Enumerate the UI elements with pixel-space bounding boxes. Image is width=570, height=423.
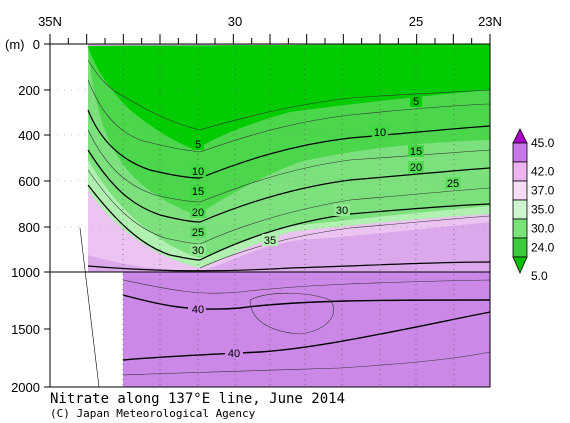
contour-label: 25 xyxy=(192,227,204,239)
contour-label: 30 xyxy=(192,245,204,257)
contour-label: 10 xyxy=(374,127,386,139)
colorbar-swatch xyxy=(512,237,528,258)
colorbar-swatch xyxy=(512,142,528,163)
credit-text: (C) Japan Meteorological Agency xyxy=(50,407,256,420)
y-tick-label: 200 xyxy=(18,83,40,98)
colorbar-label: 24.0 xyxy=(531,241,555,255)
x-tick-label: 23N xyxy=(478,14,502,29)
contour-lines xyxy=(79,59,491,388)
left-tick-marks xyxy=(44,43,50,388)
contour-label: 25 xyxy=(447,178,459,190)
colorbar-swatch xyxy=(512,180,528,201)
contour-labels: 5 10 15 20 25 30 5 10 15 20 25 30 35 40 … xyxy=(188,95,461,360)
colorbar: 45.0 42.0 37.0 35.0 30.0 24.0 5.0 xyxy=(512,128,555,283)
contour-label: 10 xyxy=(192,166,204,178)
top-tick-marks xyxy=(49,34,491,44)
upper-white-region xyxy=(50,44,88,272)
colorbar-label: 37.0 xyxy=(531,184,555,198)
contour-label: 35 xyxy=(264,235,276,247)
y-tick-label: 400 xyxy=(18,128,40,143)
colorbar-swatch xyxy=(512,199,528,220)
y-tick-label: 2000 xyxy=(11,380,40,395)
y-tick-label: 1500 xyxy=(11,322,40,337)
contour-label: 40 xyxy=(192,304,204,316)
contour-label: 15 xyxy=(410,146,422,158)
upper-fill-bright-green xyxy=(88,44,490,150)
colorbar-swatch xyxy=(512,161,528,182)
colorbar-label: 30.0 xyxy=(531,222,555,236)
y-tick-label: 0 xyxy=(33,37,40,52)
y-unit-label: (m) xyxy=(5,37,25,52)
contour-label: 5 xyxy=(195,139,201,151)
y-tick-label: 1000 xyxy=(11,265,40,280)
y-tick-label: 600 xyxy=(18,174,40,189)
x-tick-label: 30 xyxy=(228,14,242,29)
contour-label: 5 xyxy=(413,96,419,108)
upper-panel xyxy=(50,44,490,272)
chart-title: Nitrate along 137°E line, June 2014 xyxy=(50,391,345,407)
contour-label: 15 xyxy=(192,186,204,198)
colorbar-label: 42.0 xyxy=(531,165,555,179)
upper-fill-light-green xyxy=(88,160,490,268)
colorbar-top-arrow xyxy=(512,128,528,144)
station-lines xyxy=(122,44,455,387)
colorbar-bottom-arrow xyxy=(512,256,528,274)
contour-label: 20 xyxy=(192,207,204,219)
colorbar-label: 35.0 xyxy=(531,203,555,217)
upper-fill-pink xyxy=(88,180,490,272)
contour-label: 40 xyxy=(228,348,240,360)
colorbar-label: 45.0 xyxy=(531,136,555,150)
x-tick-label: 25 xyxy=(409,14,423,29)
x-tick-label: 35N xyxy=(38,14,62,29)
lower-base-purple xyxy=(123,272,490,387)
lower-white-region xyxy=(50,272,123,387)
colorbar-label: 5.0 xyxy=(531,269,548,283)
contour-label: 30 xyxy=(336,205,348,217)
colorbar-swatch xyxy=(512,218,528,239)
y-tick-label: 800 xyxy=(18,220,40,235)
contour-label: 20 xyxy=(410,162,422,174)
